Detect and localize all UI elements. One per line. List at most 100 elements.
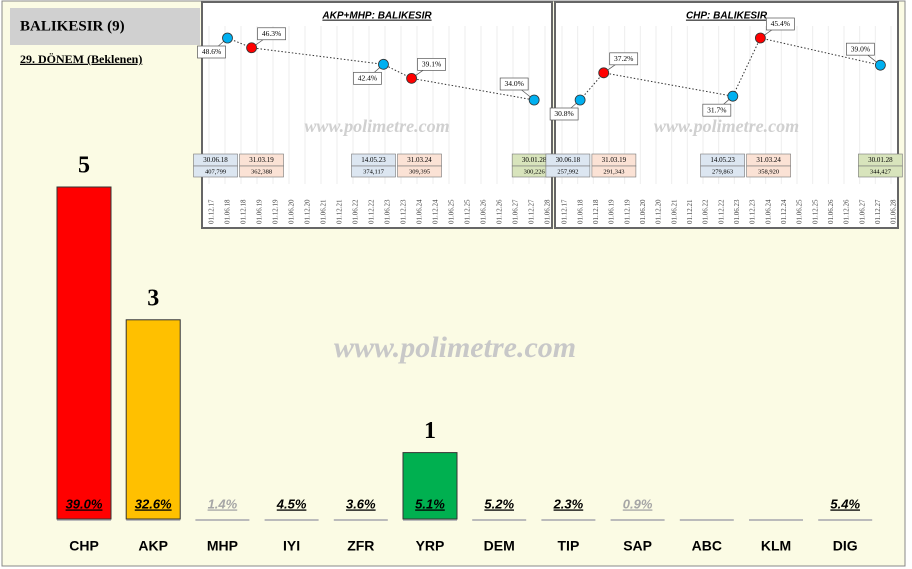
x-tick-label: 01.06.23 [733, 199, 741, 224]
x-tick-label: DEM [484, 538, 515, 554]
info-box-votes [351, 165, 396, 178]
x-tick-label: 01.06.18 [224, 199, 232, 224]
x-tick-label: 01.06.25 [796, 199, 804, 224]
value-label-box [417, 57, 446, 71]
info-date: 31.03.24 [407, 156, 432, 164]
x-tick-label: 01.12.25 [464, 199, 472, 224]
x-tick-label: 01.06.26 [480, 199, 488, 224]
value-label: 45.4% [771, 19, 790, 28]
info-votes: 407,799 [205, 168, 226, 175]
value-label: 48.6% [202, 47, 221, 56]
inset-chart: CHP: BALIKESIR 01.12.17 01.06.18 01.12.18 01… [545, 1, 903, 229]
x-tick-label: 01.12.18 [592, 199, 600, 224]
value-label-box [846, 42, 875, 56]
value-label: 34.0% [504, 79, 523, 88]
info-date: 31.03.24 [756, 156, 781, 164]
x-tick-label: 01.12.20 [655, 199, 663, 224]
x-tick-label: 01.12.24 [432, 199, 440, 224]
inset-title: CHP: BALIKESIR [686, 11, 768, 22]
x-tick-label: 01.06.24 [416, 199, 424, 224]
vote-share-label: 5.2% [484, 496, 514, 511]
inset-chart: AKP+MHP: BALIKESIR 01.12.17 01.06.18 01.12.… [193, 1, 557, 229]
x-tick-label: 01.12.22 [368, 199, 376, 224]
watermark: www.polimetre.com [334, 331, 576, 364]
info-date: 30.01.28 [522, 156, 547, 164]
x-tick-label: 01.06.19 [608, 199, 616, 224]
info-box-votes [397, 165, 442, 178]
point [378, 58, 389, 70]
info-votes: 358,920 [758, 168, 779, 175]
info-votes: 309,395 [409, 168, 430, 175]
point [222, 32, 233, 44]
inset-title: AKP+MHP: BALIKESIR [321, 11, 432, 22]
info-votes: 291,343 [603, 168, 624, 175]
x-tick-label: 01.06.27 [858, 199, 866, 224]
x-tick-label: 01.12.27 [874, 199, 882, 224]
value-label-box [197, 45, 226, 59]
value-label: 30.8% [554, 109, 573, 118]
x-tick-label: 01.06.22 [702, 199, 710, 224]
value-label: 39.1% [422, 60, 441, 69]
value-label-box [549, 107, 579, 121]
info-date: 31.03.19 [602, 156, 627, 164]
value-label-box [353, 71, 382, 85]
x-tick-label: AKP [138, 538, 168, 554]
x-tick-label: 01.06.26 [827, 199, 835, 224]
x-tick-label: ABC [692, 538, 722, 554]
x-tick-label: 01.06.22 [352, 199, 360, 224]
vote-share-label: 3.6% [346, 496, 376, 511]
info-date: 30.06.18 [556, 156, 581, 164]
x-tick-label: 01.12.17 [208, 199, 216, 224]
x-tick-label: 01.12.18 [240, 199, 248, 224]
x-tick-label: SAP [623, 538, 652, 554]
value-label-box [766, 17, 795, 31]
point [246, 42, 257, 54]
info-date: 31.03.19 [249, 156, 274, 164]
seat-label: 3 [147, 285, 159, 311]
watermark: www.polimetre.com [654, 116, 799, 136]
header-box [10, 8, 200, 45]
info-box-votes [858, 165, 903, 178]
x-tick-label: 01.12.17 [561, 199, 569, 224]
x-tick-label: 01.06.21 [320, 199, 328, 224]
bar [125, 319, 181, 520]
point [727, 90, 739, 102]
x-tick-label: 01.12.25 [811, 199, 819, 224]
x-tick-label: KLM [761, 538, 791, 554]
x-tick-label: 01.06.25 [448, 199, 456, 224]
info-votes: 279,863 [712, 168, 733, 175]
vote-share-label: 0.9% [623, 496, 653, 511]
point [574, 94, 586, 106]
value-label: 37.2% [614, 54, 633, 63]
x-tick-label: TIP [558, 538, 580, 554]
x-tick-label: 01.12.20 [304, 199, 312, 224]
info-votes: 344,427 [870, 168, 892, 175]
header-title: BALIKESIR (9) [20, 18, 125, 34]
inset-frame [201, 1, 553, 229]
x-tick-label: 01.12.26 [496, 199, 504, 224]
info-date: 14.05.23 [361, 156, 386, 164]
value-label: 31.7% [707, 105, 726, 114]
x-tick-label: 01.12.23 [749, 199, 757, 224]
info-box-votes [239, 165, 284, 178]
info-box-votes [746, 165, 791, 178]
info-votes: 300,226 [524, 168, 546, 175]
seat-label: 5 [78, 153, 90, 179]
x-tick-label: 01.12.21 [686, 199, 694, 224]
x-tick-label: 01.06.24 [764, 199, 772, 224]
x-tick-label: 01.06.23 [384, 199, 392, 224]
info-votes: 362,388 [251, 168, 272, 175]
x-tick-label: 01.06.18 [576, 199, 584, 224]
x-tick-label: 01.12.23 [400, 199, 408, 224]
info-box-votes [700, 165, 745, 178]
x-tick-label: 01.12.19 [623, 199, 631, 224]
vote-share-label: 39.0% [66, 496, 103, 511]
value-label: 42.4% [358, 74, 377, 83]
info-votes: 257,992 [557, 168, 578, 175]
info-votes: 374,117 [363, 168, 385, 175]
vote-share-label: 4.5% [276, 496, 307, 511]
point [874, 59, 886, 71]
info-box-votes [193, 165, 238, 178]
x-tick-label: YRP [416, 538, 445, 554]
x-tick-label: 01.06.20 [288, 199, 296, 224]
